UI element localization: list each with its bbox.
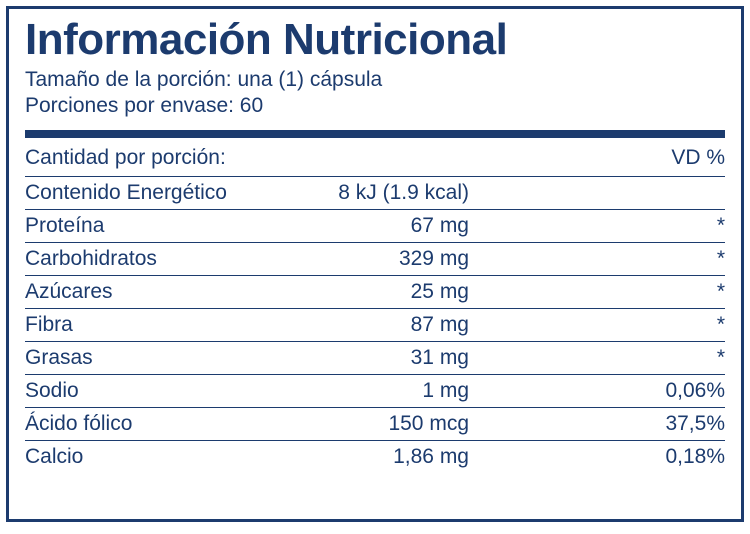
nutrient-name: Contenido Energético xyxy=(25,181,245,205)
nutrition-panel: Información Nutricional Tamaño de la por… xyxy=(6,6,744,522)
nutrient-name: Carbohidratos xyxy=(25,247,245,271)
nutrient-amount: 67 mg xyxy=(245,214,475,238)
nutrient-dv: 0,06% xyxy=(475,379,725,403)
nutrient-amount: 87 mg xyxy=(245,313,475,337)
table-row: Azúcares25 mg* xyxy=(25,276,725,309)
nutrient-name: Azúcares xyxy=(25,280,245,304)
nutrient-dv: * xyxy=(475,313,725,337)
nutrient-name: Proteína xyxy=(25,214,245,238)
nutrient-dv: 37,5% xyxy=(475,412,725,436)
table-row: Proteína67 mg* xyxy=(25,210,725,243)
table-body: Contenido Energético8 kJ (1.9 kcal)Prote… xyxy=(25,177,725,473)
table-row: Grasas31 mg* xyxy=(25,342,725,375)
nutrient-amount: 329 mg xyxy=(245,247,475,271)
nutrient-amount: 25 mg xyxy=(245,280,475,304)
nutrient-dv: 0,18% xyxy=(475,445,725,469)
table-row: Calcio1,86 mg0,18% xyxy=(25,441,725,473)
nutrient-amount: 150 mcg xyxy=(245,412,475,436)
table-row: Ácido fólico150 mcg37,5% xyxy=(25,408,725,441)
nutrient-name: Ácido fólico xyxy=(25,412,245,436)
nutrient-dv: * xyxy=(475,346,725,370)
table-header: Cantidad por porción: VD % xyxy=(25,144,725,177)
nutrient-name: Calcio xyxy=(25,445,245,469)
nutrient-dv: * xyxy=(475,247,725,271)
nutrient-name: Fibra xyxy=(25,313,245,337)
servings-per-container: Porciones por envase: 60 xyxy=(25,93,725,119)
thick-divider xyxy=(25,130,725,138)
nutrient-name: Sodio xyxy=(25,379,245,403)
nutrient-dv: * xyxy=(475,280,725,304)
header-left: Cantidad por porción: xyxy=(25,146,671,170)
nutrient-amount: 1,86 mg xyxy=(245,445,475,469)
nutrient-amount: 8 kJ (1.9 kcal) xyxy=(245,181,475,205)
table-row: Carbohidratos329 mg* xyxy=(25,243,725,276)
nutrient-amount: 31 mg xyxy=(245,346,475,370)
nutrient-amount: 1 mg xyxy=(245,379,475,403)
table-row: Fibra87 mg* xyxy=(25,309,725,342)
table-row: Contenido Energético8 kJ (1.9 kcal) xyxy=(25,177,725,210)
nutrient-name: Grasas xyxy=(25,346,245,370)
table-row: Sodio1 mg0,06% xyxy=(25,375,725,408)
header-right: VD % xyxy=(671,146,725,170)
serving-size: Tamaño de la porción: una (1) cápsula xyxy=(25,67,725,93)
panel-title: Información Nutricional xyxy=(25,17,725,63)
nutrient-dv: * xyxy=(475,214,725,238)
